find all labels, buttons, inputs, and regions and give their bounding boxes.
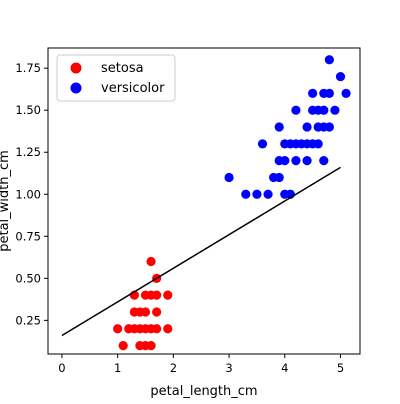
versicolor-point [274, 172, 284, 183]
legend-label-setosa: setosa [101, 61, 144, 76]
versicolor-point [319, 105, 329, 115]
versicolor-point [324, 55, 334, 65]
versicolor-point [302, 122, 312, 132]
setosa-point [146, 256, 156, 267]
x-tick-label: 3 [225, 361, 232, 375]
setosa-point [163, 290, 173, 300]
versicolor-point [330, 105, 340, 115]
versicolor-point [224, 172, 234, 183]
legend-box [56, 54, 176, 102]
x-tick-label: 1 [114, 361, 121, 375]
versicolor-point [319, 156, 329, 166]
setosa-point [140, 307, 151, 317]
versicolor-point [302, 156, 312, 166]
regression-line [61, 166, 341, 337]
versicolor-point [291, 156, 301, 166]
versicolor-point [341, 88, 351, 98]
x-tick-label: 2 [170, 361, 177, 375]
points-layer [113, 55, 351, 351]
versicolor-point [252, 189, 262, 199]
setosa-point [152, 307, 162, 317]
setosa-point [118, 340, 128, 351]
legend-marker-setosa [70, 62, 82, 74]
versicolor-point [263, 189, 273, 199]
setosa-point [113, 324, 123, 334]
x-axis-ticks: 0 1 2 3 4 5 [58, 354, 344, 375]
versicolor-point [257, 139, 268, 149]
legend: setosa versicolor [56, 54, 176, 102]
y-tick-label: 1.25 [15, 145, 41, 159]
versicolor-point [241, 189, 251, 199]
y-tick-label: 1.00 [15, 187, 41, 201]
setosa-point [152, 290, 162, 300]
axes-frame [47, 47, 361, 355]
y-tick-label: 1.50 [15, 103, 41, 117]
legend-marker-versicolor [70, 82, 82, 94]
y-tick-label: 0.50 [15, 271, 41, 285]
x-tick-label: 0 [58, 361, 65, 375]
versicolor-point [313, 139, 323, 149]
versicolor-point [335, 71, 346, 82]
x-tick-label: 4 [281, 361, 288, 375]
versicolor-point [324, 122, 334, 132]
y-axis-ticks: 0.25 0.50 0.75 1.00 1.25 1.50 1.75 [15, 61, 48, 327]
setosa-point [152, 324, 162, 334]
setosa-point [163, 324, 173, 334]
regression-line-layer [61, 166, 341, 337]
versicolor-point [280, 156, 290, 166]
y-tick-label: 0.25 [15, 313, 41, 327]
legend-label-versicolor: versicolor [101, 81, 165, 96]
x-axis-label: petal_length_cm [150, 384, 257, 399]
setosa-point [146, 340, 156, 351]
versicolor-point [308, 88, 318, 98]
y-axis-label: petal_width_cm [0, 150, 12, 252]
y-tick-label: 1.75 [15, 61, 41, 75]
x-tick-label: 5 [337, 361, 344, 375]
versicolor-point [324, 88, 334, 98]
versicolor-point [274, 122, 284, 132]
y-tick-label: 0.75 [15, 229, 41, 243]
versicolor-point [291, 105, 301, 115]
